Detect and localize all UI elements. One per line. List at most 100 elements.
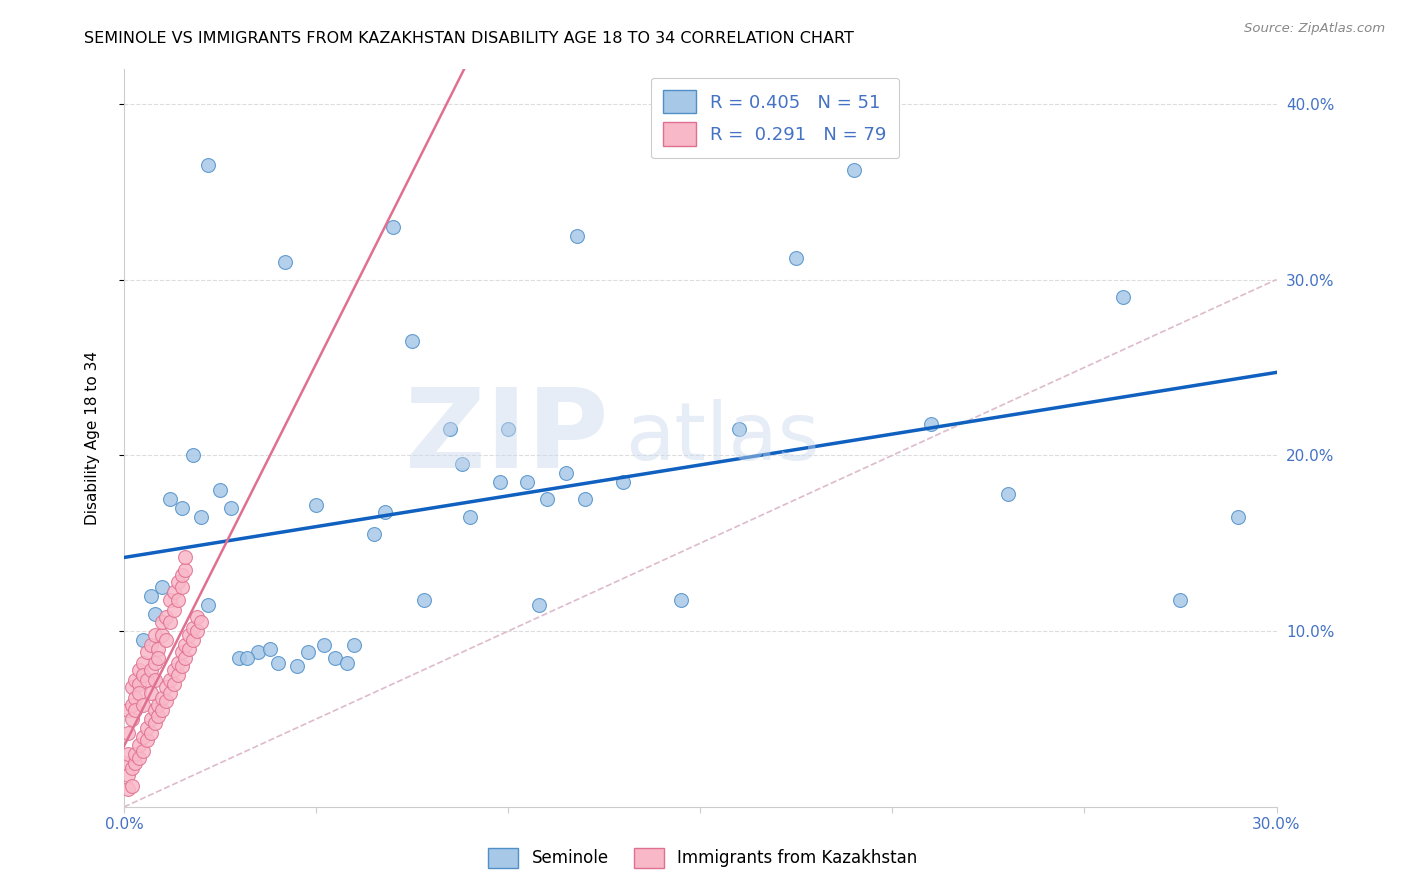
Point (228, 650, 250, 665)
Point (221, 501, 243, 516)
Point (139, 589, 162, 603)
Point (458, 509, 481, 524)
Point (155, 694, 177, 708)
Text: Source: ZipAtlas.com: Source: ZipAtlas.com (1244, 22, 1385, 36)
Point (159, 686, 181, 700)
Text: atlas: atlas (626, 399, 820, 476)
Point (128, 739, 150, 753)
Point (112, 756, 135, 770)
Point (842, 163, 865, 178)
Point (163, 677, 186, 691)
Point (343, 638, 366, 652)
Point (363, 527, 385, 541)
Point (997, 487, 1019, 501)
Point (163, 603, 186, 617)
Point (150, 690, 173, 705)
Point (1112, 290, 1135, 304)
Point (148, 641, 170, 656)
Point (412, 592, 434, 607)
Point (132, 698, 155, 712)
Point (727, 422, 749, 436)
Text: SEMINOLE VS IMMIGRANTS FROM KAZAKHSTAN DISABILITY AGE 18 TO 34 CORRELATION CHART: SEMINOLE VS IMMIGRANTS FROM KAZAKHSTAN D… (84, 31, 855, 46)
Point (150, 615, 173, 630)
Point (170, 568, 193, 582)
Point (186, 610, 208, 624)
Point (139, 638, 162, 652)
Point (139, 712, 162, 726)
Point (148, 708, 170, 723)
Point (148, 650, 170, 665)
Point (274, 255, 297, 269)
Point (174, 550, 197, 565)
Point (166, 592, 188, 607)
Point (132, 632, 155, 647)
Point (121, 712, 143, 726)
Point (496, 422, 519, 436)
Point (143, 703, 166, 717)
Point (170, 659, 193, 673)
Point (143, 673, 166, 688)
Point (132, 744, 155, 758)
Point (159, 615, 181, 630)
Point (117, 703, 139, 717)
Point (190, 615, 212, 630)
Point (612, 475, 634, 489)
Point (312, 638, 335, 652)
Point (374, 505, 396, 519)
Point (1170, 592, 1192, 607)
Point (159, 592, 181, 607)
Point (132, 656, 155, 670)
Point (159, 492, 181, 507)
Point (143, 715, 166, 730)
Point (170, 645, 193, 659)
Point (247, 645, 270, 659)
Point (297, 645, 319, 659)
Point (143, 656, 166, 670)
Point (451, 457, 474, 471)
Point (669, 592, 692, 607)
Point (128, 663, 150, 677)
Point (155, 610, 177, 624)
Point (285, 659, 308, 673)
Point (536, 492, 558, 507)
Point (124, 756, 146, 770)
Point (186, 624, 208, 639)
Point (117, 726, 139, 740)
Point (121, 761, 143, 775)
Point (150, 703, 173, 717)
Point (163, 585, 186, 599)
Point (181, 448, 204, 462)
Point (266, 656, 288, 670)
Point (121, 779, 143, 793)
Point (920, 417, 942, 431)
Point (489, 475, 512, 489)
Point (155, 632, 177, 647)
Point (567, 228, 589, 243)
Point (166, 668, 188, 682)
Point (197, 598, 219, 612)
Point (516, 475, 538, 489)
Point (124, 703, 146, 717)
Point (124, 690, 146, 705)
Y-axis label: Disability Age 18 to 34: Disability Age 18 to 34 (86, 351, 100, 524)
Point (527, 598, 550, 612)
Point (136, 733, 159, 747)
Point (117, 747, 139, 762)
Point (117, 782, 139, 797)
Point (117, 768, 139, 782)
Point (170, 501, 193, 516)
Point (132, 730, 155, 744)
Point (128, 677, 150, 691)
Point (128, 686, 150, 700)
Point (574, 492, 596, 507)
Text: ZIP: ZIP (405, 384, 607, 491)
Point (181, 621, 204, 635)
Point (139, 686, 162, 700)
Point (136, 721, 159, 735)
Point (124, 673, 146, 688)
Point (1227, 509, 1250, 524)
Point (190, 509, 212, 524)
Point (181, 632, 204, 647)
Point (336, 656, 359, 670)
Point (143, 607, 166, 621)
